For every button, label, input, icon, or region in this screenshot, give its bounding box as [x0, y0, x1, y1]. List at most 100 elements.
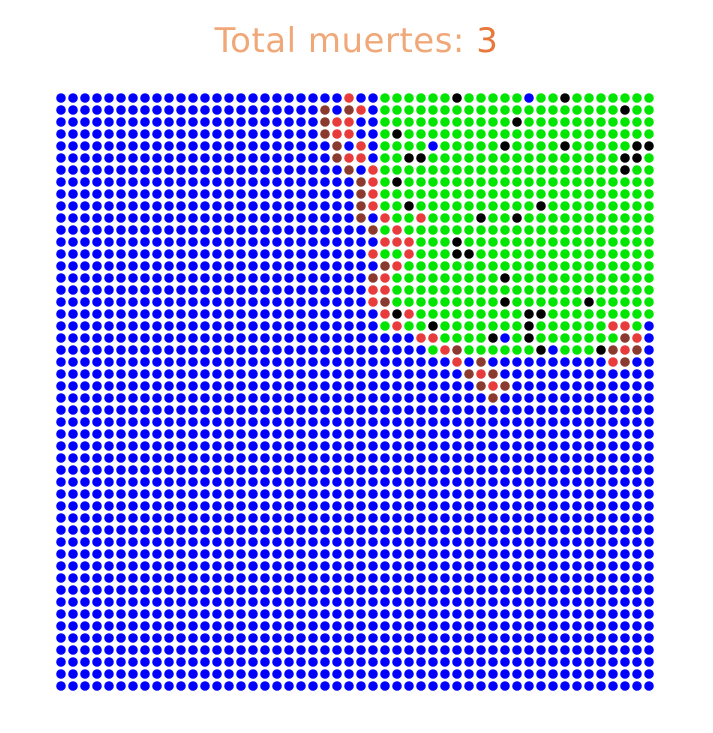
person-point-healthy — [188, 345, 198, 355]
person-point-healthy — [224, 273, 234, 283]
person-point-recovered — [512, 225, 522, 235]
person-point-healthy — [188, 165, 198, 175]
person-point-recovered — [512, 261, 522, 271]
person-point-healthy — [212, 657, 222, 667]
person-point-healthy — [308, 285, 318, 295]
person-point-healthy — [464, 573, 474, 583]
person-point-healthy — [56, 453, 66, 463]
person-point-healthy — [596, 681, 606, 691]
person-point-healthy — [320, 573, 330, 583]
person-point-healthy — [92, 573, 102, 583]
person-point-recovered — [548, 153, 558, 163]
person-point-healthy — [440, 393, 450, 403]
person-point-healthy — [488, 465, 498, 475]
person-point-healthy — [428, 561, 438, 571]
person-point-healthy — [500, 501, 510, 511]
person-point-healthy — [320, 165, 330, 175]
person-point-healthy — [308, 549, 318, 559]
person-point-healthy — [392, 333, 402, 343]
person-point-healthy — [212, 573, 222, 583]
person-point-healthy — [104, 537, 114, 547]
person-point-healthy — [116, 117, 126, 127]
person-point-healthy — [548, 381, 558, 391]
person-point-healthy — [248, 537, 258, 547]
person-point-healthy — [224, 633, 234, 643]
person-point-healthy — [92, 441, 102, 451]
person-point-recovered — [488, 321, 498, 331]
person-point-recovered — [464, 201, 474, 211]
person-point-healthy — [596, 597, 606, 607]
person-point-healthy — [320, 633, 330, 643]
person-point-recovered — [620, 93, 630, 103]
person-point-healthy — [176, 357, 186, 367]
person-point-healthy — [128, 321, 138, 331]
person-point-healthy — [92, 249, 102, 259]
person-point-healthy — [56, 645, 66, 655]
person-point-healthy — [404, 669, 414, 679]
person-point-healthy — [92, 369, 102, 379]
person-point-healthy — [104, 633, 114, 643]
person-point-healthy — [200, 297, 210, 307]
person-point-healthy — [392, 501, 402, 511]
person-point-healthy — [584, 429, 594, 439]
person-point-healthy — [272, 357, 282, 367]
person-point-recovered — [596, 285, 606, 295]
person-point-healthy — [56, 369, 66, 379]
person-point-healthy — [164, 381, 174, 391]
person-point-healthy — [212, 525, 222, 535]
person-point-healthy — [284, 405, 294, 415]
person-point-healthy — [224, 393, 234, 403]
person-point-recovered — [536, 237, 546, 247]
person-point-healthy — [56, 477, 66, 487]
person-point-healthy — [104, 585, 114, 595]
person-point-healthy — [56, 597, 66, 607]
person-point-healthy — [488, 621, 498, 631]
person-point-healthy — [524, 357, 534, 367]
person-point-healthy — [356, 273, 366, 283]
person-point-healthy — [176, 441, 186, 451]
person-point-healthy — [332, 657, 342, 667]
person-point-healthy — [104, 189, 114, 199]
person-point-healthy — [488, 453, 498, 463]
person-point-healthy — [224, 657, 234, 667]
person-point-healthy — [188, 321, 198, 331]
person-point-healthy — [260, 645, 270, 655]
person-point-healthy — [128, 93, 138, 103]
person-point-healthy — [404, 381, 414, 391]
person-point-recovered — [524, 237, 534, 247]
person-point-healthy — [620, 633, 630, 643]
person-point-healthy — [332, 525, 342, 535]
person-point-healthy — [560, 537, 570, 547]
person-point-healthy — [344, 321, 354, 331]
person-point-healthy — [524, 441, 534, 451]
person-point-recovered — [572, 273, 582, 283]
person-point-healthy — [380, 453, 390, 463]
person-point-healthy — [344, 309, 354, 319]
person-point-healthy — [176, 261, 186, 271]
person-point-healthy — [284, 621, 294, 631]
person-point-healthy — [344, 273, 354, 283]
person-point-healthy — [104, 513, 114, 523]
person-point-healthy — [308, 489, 318, 499]
person-point-healthy — [236, 513, 246, 523]
person-point-recovered — [440, 153, 450, 163]
person-point-healthy — [476, 585, 486, 595]
person-point-infected-recent — [476, 369, 486, 379]
person-point-healthy — [164, 357, 174, 367]
person-point-healthy — [248, 345, 258, 355]
person-point-healthy — [344, 393, 354, 403]
person-point-recovered — [500, 153, 510, 163]
person-point-infected-recent — [392, 237, 402, 247]
person-point-healthy — [116, 561, 126, 571]
person-point-healthy — [572, 585, 582, 595]
person-point-healthy — [128, 465, 138, 475]
person-point-healthy — [452, 573, 462, 583]
person-point-healthy — [512, 561, 522, 571]
person-point-healthy — [308, 621, 318, 631]
person-point-healthy — [332, 417, 342, 427]
person-point-healthy — [356, 129, 366, 139]
person-point-healthy — [572, 633, 582, 643]
person-point-healthy — [152, 573, 162, 583]
person-point-healthy — [68, 285, 78, 295]
person-point-healthy — [164, 105, 174, 115]
